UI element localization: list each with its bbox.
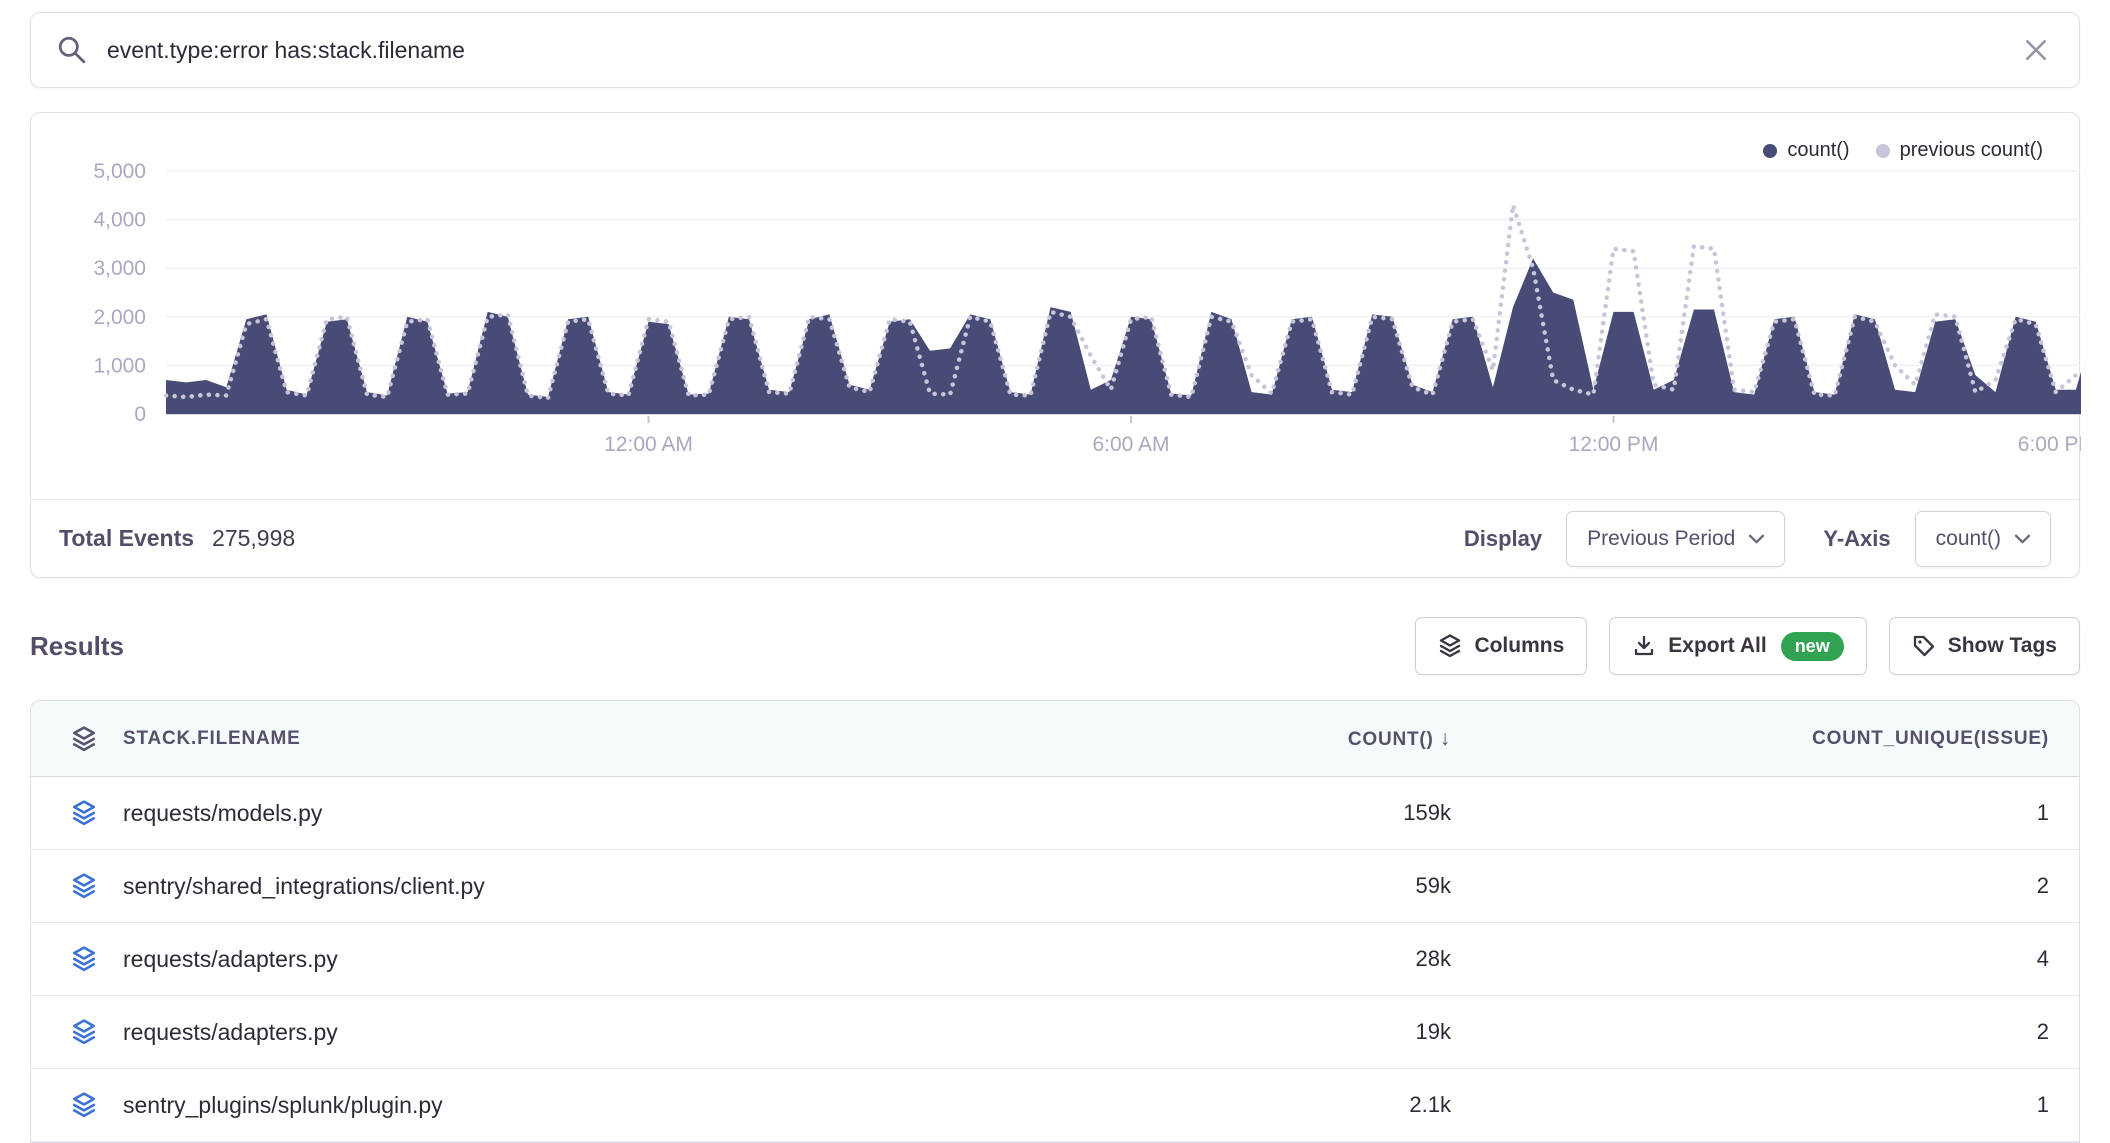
export-all-button-label: Export All bbox=[1668, 634, 1767, 657]
legend-label: previous count() bbox=[1899, 139, 2043, 161]
column-header-count[interactable]: COUNT() ↓ bbox=[1347, 726, 1451, 750]
layers-icon bbox=[1438, 634, 1462, 658]
chart-legend: count() previous count() bbox=[1763, 139, 2043, 162]
x-axis-tick-label: 6:00 AM bbox=[1092, 433, 1169, 456]
stack-layers-icon bbox=[71, 1019, 97, 1045]
stack-filename-value: requests/adapters.py bbox=[123, 1018, 338, 1045]
stack-layers-icon bbox=[71, 1092, 97, 1118]
stack-layers-icon bbox=[71, 726, 97, 752]
count-value: 59k bbox=[1415, 873, 1451, 898]
export-all-button[interactable]: Export All new bbox=[1609, 617, 1867, 675]
chevron-down-icon bbox=[1749, 534, 1765, 543]
tag-icon bbox=[1913, 635, 1934, 657]
columns-button[interactable]: Columns bbox=[1415, 617, 1588, 675]
count-series-dot bbox=[1763, 143, 1778, 158]
count-value: 19k bbox=[1415, 1019, 1451, 1044]
y-axis-tick-label: 2,000 bbox=[93, 306, 146, 329]
table-row[interactable]: requests/adapters.py 28k 4 bbox=[31, 923, 2079, 996]
clear-search-button[interactable] bbox=[2019, 33, 2053, 67]
x-axis-tick-label: 6:00 PM bbox=[2018, 433, 2081, 456]
previous-count-series-dot bbox=[1875, 143, 1890, 158]
events-chart-panel: count() previous count() 0 1,000 2,000 3,00… bbox=[30, 112, 2081, 578]
show-tags-button[interactable]: Show Tags bbox=[1888, 617, 2080, 675]
results-table: STACK.FILENAME COUNT() ↓ COUNT_UNIQUE(ISS… bbox=[30, 700, 2080, 1143]
search-bar bbox=[30, 12, 2080, 88]
chevron-down-icon bbox=[2015, 534, 2030, 543]
count-unique-value: 4 bbox=[2036, 946, 2049, 971]
stack-layers-icon bbox=[71, 946, 97, 972]
total-events-value: 275,998 bbox=[212, 525, 296, 551]
events-area-chart[interactable]: 0 1,000 2,000 3,000 4,000 5,000 12:00 AM 6:00 A… bbox=[31, 149, 2081, 479]
display-dropdown[interactable]: Previous Period bbox=[1566, 510, 1786, 567]
table-header-row: STACK.FILENAME COUNT() ↓ COUNT_UNIQUE(ISS… bbox=[31, 701, 2079, 777]
results-title: Results bbox=[30, 630, 124, 661]
count-value: 2.1k bbox=[1409, 1092, 1451, 1117]
yaxis-dropdown-value: count() bbox=[1935, 526, 2001, 550]
x-axis-tick-label: 12:00 PM bbox=[1569, 433, 1659, 456]
legend-item-previous-count[interactable]: previous count() bbox=[1875, 139, 2043, 162]
results-header-row: Results Columns Export All new Show Tags bbox=[30, 616, 2080, 676]
stack-filename-value: requests/models.py bbox=[123, 799, 323, 826]
count-unique-value: 1 bbox=[2036, 1092, 2049, 1117]
chart-footer: Total Events 275,998 Display Previous Pe… bbox=[31, 499, 2079, 577]
stack-filename-value: sentry/shared_integrations/client.py bbox=[123, 872, 485, 899]
count-value: 159k bbox=[1403, 800, 1451, 825]
yaxis-dropdown[interactable]: count() bbox=[1914, 510, 2051, 567]
stack-layers-icon bbox=[71, 800, 97, 826]
close-icon bbox=[2026, 40, 2046, 60]
columns-button-label: Columns bbox=[1474, 634, 1565, 657]
search-icon bbox=[58, 36, 86, 64]
column-header-count-unique-issue[interactable]: COUNT_UNIQUE(ISSUE) bbox=[1812, 727, 2049, 749]
count-area-series bbox=[166, 258, 2081, 414]
x-axis-tick-label: 12:00 AM bbox=[604, 433, 693, 456]
new-badge: new bbox=[1780, 631, 1844, 661]
stack-filename-value: requests/adapters.py bbox=[123, 945, 338, 972]
table-row[interactable]: sentry/shared_integrations/client.py 59k… bbox=[31, 850, 2079, 923]
yaxis-label: Y-Axis bbox=[1823, 525, 1891, 551]
sort-desc-icon: ↓ bbox=[1439, 726, 1451, 750]
table-row[interactable]: requests/adapters.py 19k 2 bbox=[31, 996, 2079, 1069]
stack-filename-value: sentry_plugins/splunk/plugin.py bbox=[123, 1091, 443, 1118]
results-table-body: requests/models.py 159k 1 sentry/shared_… bbox=[31, 777, 2079, 1142]
count-value: 28k bbox=[1415, 946, 1451, 971]
y-axis-tick-label: 5,000 bbox=[93, 160, 146, 183]
table-row[interactable]: sentry_plugins/splunk/plugin.py 2.1k 1 bbox=[31, 1069, 2079, 1142]
search-input[interactable] bbox=[105, 35, 2001, 65]
count-unique-value: 1 bbox=[2036, 800, 2049, 825]
y-axis-tick-label: 3,000 bbox=[93, 257, 146, 280]
legend-label: count() bbox=[1787, 139, 1850, 161]
display-label: Display bbox=[1463, 525, 1543, 551]
stack-layers-icon bbox=[71, 873, 97, 899]
table-row[interactable]: requests/models.py 159k 1 bbox=[31, 777, 2079, 850]
column-header-stack-filename[interactable]: STACK.FILENAME bbox=[123, 727, 301, 749]
previous-count-dotted-series bbox=[163, 204, 2081, 401]
y-axis-tick-label: 4,000 bbox=[93, 209, 146, 232]
total-events-label: Total Events bbox=[59, 525, 195, 551]
display-dropdown-value: Previous Period bbox=[1587, 526, 1736, 550]
legend-item-count[interactable]: count() bbox=[1763, 139, 1850, 162]
count-unique-value: 2 bbox=[2036, 873, 2049, 898]
count-unique-value: 2 bbox=[2036, 1019, 2049, 1044]
download-icon bbox=[1635, 635, 1654, 656]
show-tags-button-label: Show Tags bbox=[1947, 634, 2057, 657]
y-axis-tick-label: 0 bbox=[134, 403, 146, 426]
y-axis-tick-label: 1,000 bbox=[93, 354, 146, 377]
